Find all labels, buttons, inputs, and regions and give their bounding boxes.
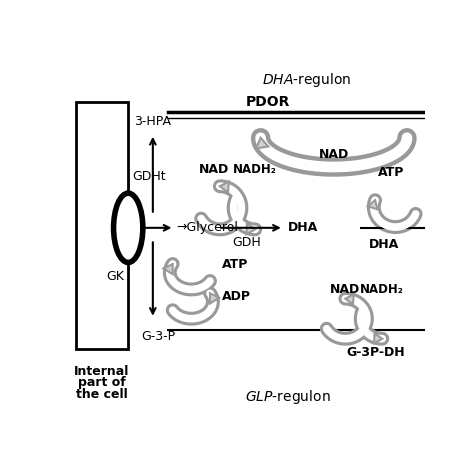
Polygon shape [346,294,354,304]
Text: DHA: DHA [288,221,318,234]
Polygon shape [368,200,377,210]
Polygon shape [220,182,229,192]
Text: DHA: DHA [369,238,399,251]
Text: $\mathit{DHA}$-regulon: $\mathit{DHA}$-regulon [262,71,352,89]
Text: G-3P-DH: G-3P-DH [347,346,405,359]
Text: 3-HPA: 3-HPA [134,115,171,128]
Bar [76,101,128,349]
Text: NAD: NAD [330,283,360,296]
Ellipse shape [114,193,143,263]
Text: G-3-P: G-3-P [141,330,175,343]
Text: ATP: ATP [222,258,248,271]
Polygon shape [210,293,219,303]
Polygon shape [164,264,173,274]
Text: GDHt: GDHt [132,170,166,183]
Text: NAD: NAD [199,163,229,176]
Text: Internal: Internal [74,365,130,378]
Text: PDOR: PDOR [246,95,291,109]
Text: $\mathit{GLP}$-regulon: $\mathit{GLP}$-regulon [245,388,330,406]
Text: →Glycerol: →Glycerol [176,221,238,234]
Text: GK: GK [107,270,125,283]
Text: NAD: NAD [319,148,349,161]
Text: NADH₂: NADH₂ [360,283,404,296]
Text: ATP: ATP [378,165,405,179]
Text: the cell: the cell [76,388,128,401]
Text: ADP: ADP [222,290,251,303]
Text: part of: part of [78,376,126,390]
Polygon shape [374,333,383,343]
Polygon shape [246,224,255,234]
Text: GDH: GDH [232,236,261,248]
Text: NADH₂: NADH₂ [233,163,276,176]
Polygon shape [256,138,268,148]
